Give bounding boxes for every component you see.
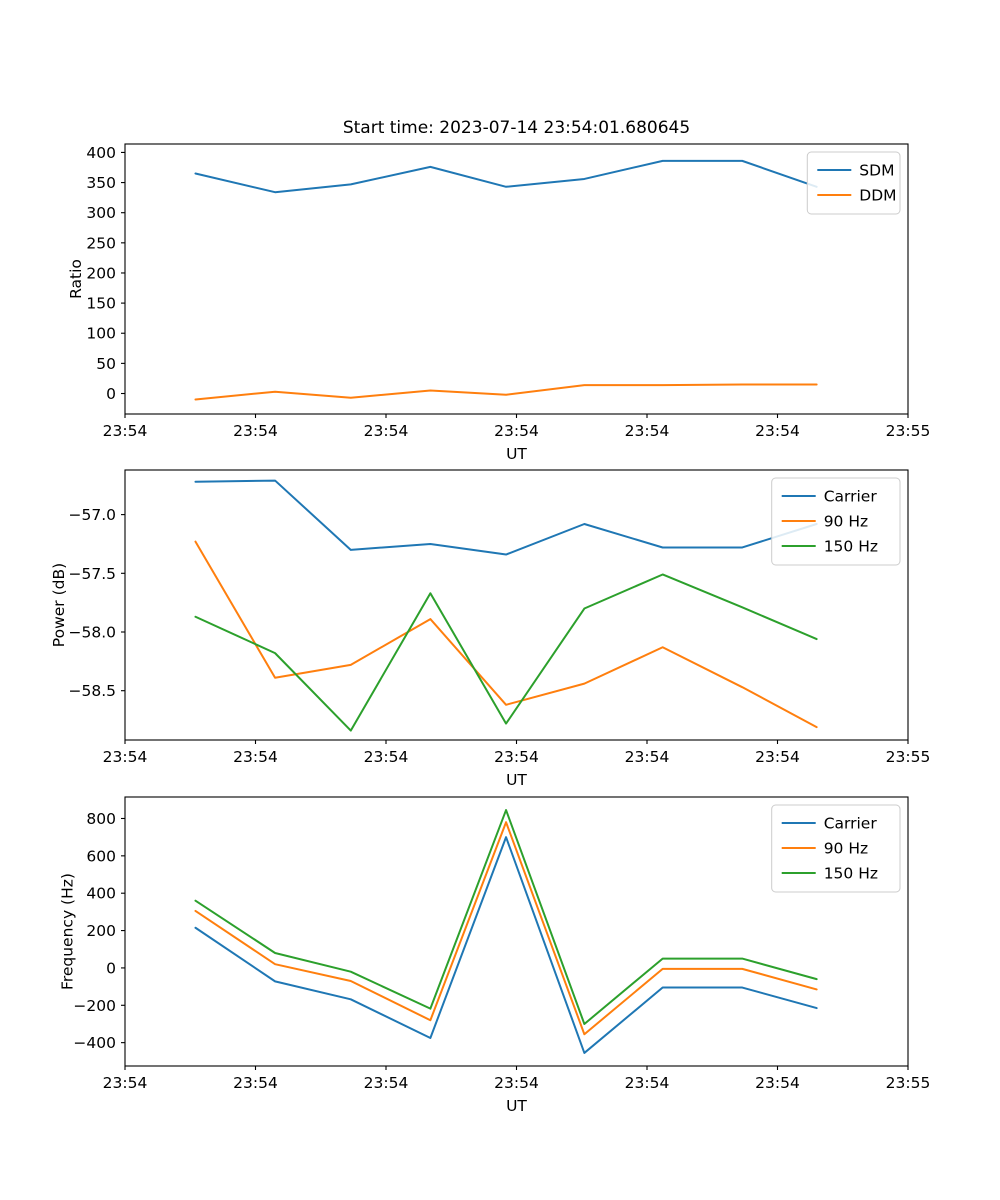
legend-label-90-hz: 90 Hz bbox=[824, 513, 868, 531]
x-tick-label: 23:54 bbox=[103, 748, 148, 766]
x-axis-label: UT bbox=[506, 771, 527, 789]
y-axis-label: Frequency (Hz) bbox=[59, 873, 77, 990]
y-tick-label: 300 bbox=[86, 204, 116, 222]
y-tick-label: 600 bbox=[86, 847, 116, 865]
x-tick-label: 23:54 bbox=[103, 422, 148, 440]
x-axis-label: UT bbox=[506, 445, 527, 463]
data-lines bbox=[194, 809, 818, 1054]
x-tick-label: 23:54 bbox=[755, 748, 800, 766]
x-tick-label: 23:54 bbox=[755, 1074, 800, 1092]
y-tick-label: 800 bbox=[86, 810, 116, 828]
legend-label-150-hz: 150 Hz bbox=[824, 538, 878, 556]
y-tick-label: 250 bbox=[86, 234, 116, 252]
y-tick-label: −58.5 bbox=[69, 682, 117, 700]
legend-label-90-hz: 90 Hz bbox=[824, 840, 868, 858]
y-tick-label: 350 bbox=[86, 174, 116, 192]
y-tick-label: −57.5 bbox=[69, 565, 117, 583]
legend: Carrier 90 Hz 150 Hz bbox=[771, 804, 901, 893]
y-tick-label: 200 bbox=[86, 264, 116, 282]
y-axis-label: Power (dB) bbox=[50, 563, 68, 647]
x-tick-label: 23:54 bbox=[625, 1074, 670, 1092]
x-tick-label: 23:54 bbox=[755, 422, 800, 440]
series-line-150-hz bbox=[194, 809, 818, 1025]
x-tick-label: 23:54 bbox=[364, 748, 409, 766]
x-tick-label: 23:54 bbox=[233, 1074, 278, 1092]
legend: SDM DDM bbox=[806, 151, 901, 215]
legend: Carrier 90 Hz 150 Hz bbox=[771, 477, 901, 566]
x-tick-label: 23:54 bbox=[364, 422, 409, 440]
y-axis: −57.0 −57.5 −58.0 −58.5 Power (dB) bbox=[50, 506, 125, 700]
subplot-3: 23:54 23:54 23:54 23:54 23:54 23:54 23:55 UT −40… bbox=[59, 796, 931, 1115]
x-tick-label: 23:54 bbox=[494, 422, 539, 440]
series-line-ddm bbox=[194, 383, 818, 401]
x-tick-label: 23:54 bbox=[233, 748, 278, 766]
y-tick-label: 400 bbox=[86, 144, 116, 162]
x-tick-label: 23:55 bbox=[886, 422, 931, 440]
x-tick-label: 23:54 bbox=[494, 1074, 539, 1092]
x-tick-label: 23:54 bbox=[364, 1074, 409, 1092]
y-tick-label: 400 bbox=[86, 885, 116, 903]
chart-title: Start time: 2023-07-14 23:54:01.680645 bbox=[343, 118, 690, 138]
legend-label-ddm: DDM bbox=[859, 187, 896, 205]
y-tick-label: 0 bbox=[106, 385, 116, 403]
subplot-1: 23:54 23:54 23:54 23:54 23:54 23:54 23:55 UT 0 50… bbox=[67, 118, 930, 463]
y-tick-label: 150 bbox=[86, 295, 116, 313]
legend-label-carrier: Carrier bbox=[824, 815, 878, 833]
data-lines bbox=[194, 479, 818, 732]
y-tick-label: −400 bbox=[73, 1034, 116, 1052]
legend-label-sdm: SDM bbox=[859, 162, 894, 180]
y-tick-label: 200 bbox=[86, 922, 116, 940]
y-tick-label: 0 bbox=[106, 959, 116, 977]
x-axis: 23:54 23:54 23:54 23:54 23:54 23:54 23:55 UT bbox=[103, 414, 931, 463]
series-line-150-hz bbox=[194, 573, 818, 732]
x-tick-label: 23:55 bbox=[886, 748, 931, 766]
y-axis-label: Ratio bbox=[67, 259, 85, 299]
legend-background bbox=[771, 477, 901, 566]
series-line-carrier bbox=[194, 836, 818, 1054]
series-line-90-hz bbox=[194, 540, 818, 729]
x-tick-label: 23:54 bbox=[625, 422, 670, 440]
x-axis-label: UT bbox=[506, 1097, 527, 1115]
x-tick-label: 23:54 bbox=[233, 422, 278, 440]
x-axis: 23:54 23:54 23:54 23:54 23:54 23:54 23:55 UT bbox=[103, 740, 931, 789]
legend-background bbox=[771, 804, 901, 893]
subplot-2: 23:54 23:54 23:54 23:54 23:54 23:54 23:55 UT −57… bbox=[50, 469, 931, 789]
legend-background bbox=[806, 151, 901, 215]
legend-label-150-hz: 150 Hz bbox=[824, 865, 878, 883]
series-line-sdm bbox=[194, 159, 818, 194]
y-tick-label: −58.0 bbox=[69, 624, 117, 642]
y-axis: −400 −200 0 200 400 600 800 Frequency (Hz) bbox=[59, 810, 125, 1052]
y-axis: 0 50 100 150 200 250 300 350 400 Ratio bbox=[67, 144, 125, 403]
y-tick-label: −57.0 bbox=[69, 506, 117, 524]
x-tick-label: 23:54 bbox=[625, 748, 670, 766]
y-tick-label: 50 bbox=[96, 355, 116, 373]
series-line-90-hz bbox=[194, 821, 818, 1036]
data-lines bbox=[194, 159, 818, 401]
series-line-carrier bbox=[194, 479, 818, 556]
x-tick-label: 23:54 bbox=[103, 1074, 148, 1092]
x-tick-label: 23:54 bbox=[494, 748, 539, 766]
x-tick-label: 23:55 bbox=[886, 1074, 931, 1092]
x-axis: 23:54 23:54 23:54 23:54 23:54 23:54 23:55 UT bbox=[103, 1066, 931, 1115]
legend-label-carrier: Carrier bbox=[824, 488, 878, 506]
y-tick-label: −200 bbox=[73, 997, 116, 1015]
y-tick-label: 100 bbox=[86, 325, 116, 343]
